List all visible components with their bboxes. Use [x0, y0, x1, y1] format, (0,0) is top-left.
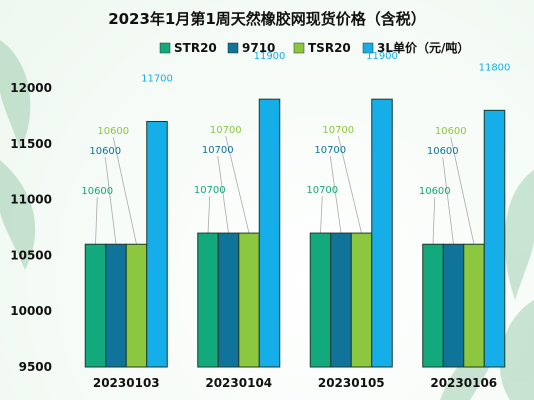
y-tick-label: 11500 [10, 137, 52, 151]
data-label: 10700 [202, 145, 234, 156]
data-label: 10700 [306, 185, 338, 196]
bar-9710 [330, 232, 352, 368]
bar-3l [371, 98, 393, 368]
x-category-label: 20230103 [93, 376, 160, 390]
data-label: 10700 [194, 185, 226, 196]
bar-tsr20 [350, 232, 373, 368]
legend-swatch [293, 42, 305, 54]
leaf-decoration [504, 170, 534, 300]
bar-str20 [422, 243, 444, 368]
data-label: 10600 [97, 126, 129, 137]
leader-line [225, 135, 250, 234]
data-label: 11700 [141, 73, 173, 84]
y-tick-label: 10000 [10, 304, 52, 318]
leaf-decoration [0, 40, 31, 150]
leader-line [432, 197, 436, 245]
leader-line [337, 135, 362, 234]
y-tick-label: 9500 [19, 360, 52, 374]
x-axis: 20230103 20230104 20230105 20230106 [93, 376, 497, 390]
data-label: 10600 [427, 146, 459, 157]
legend-label: STR20 [174, 41, 217, 55]
y-tick-label: 11000 [10, 193, 52, 207]
data-label: 10600 [435, 126, 467, 137]
label-leader-lines [95, 135, 475, 245]
leader-line [320, 196, 323, 234]
legend-swatch [227, 42, 239, 54]
legend-label: 9710 [242, 41, 275, 55]
data-label: 11900 [254, 51, 286, 62]
y-tick-label: 12000 [10, 81, 52, 95]
leader-line [329, 156, 342, 234]
legend: STR20 9710 TSR20 3L单价（元/吨） [159, 40, 469, 55]
data-label: 11900 [366, 51, 398, 62]
bar-3l [483, 109, 506, 368]
legend-swatch [362, 42, 374, 54]
leader-line [217, 156, 229, 234]
legend-label: 3L单价（元/吨） [377, 40, 469, 55]
bar-tsr20 [238, 232, 260, 368]
data-labels: 10600 10600 10600 11700 10700 10700 10700 11900… [81, 51, 510, 197]
chart-title: 2023年1月第1周天然橡胶网现货价格（含税） [108, 10, 426, 28]
data-label: 10600 [89, 146, 121, 157]
bar-9710 [105, 243, 127, 368]
leader-line [95, 197, 98, 245]
legend-label: TSR20 [308, 41, 351, 55]
data-label: 10700 [322, 125, 354, 136]
legend-swatch [159, 42, 171, 54]
bar-str20 [309, 232, 332, 368]
leader-line [450, 137, 475, 245]
x-category-label: 20230106 [430, 376, 497, 390]
data-label: 10700 [210, 125, 242, 136]
data-label: 10600 [81, 186, 113, 197]
bar-str20 [84, 243, 107, 368]
leader-line [207, 196, 211, 234]
leader-line [104, 157, 117, 245]
bars [84, 98, 506, 368]
bar-3l [146, 120, 168, 368]
bar-tsr20 [463, 243, 485, 368]
data-label: 10700 [314, 145, 346, 156]
bar-9710 [217, 232, 240, 368]
leaf-decoration [0, 160, 36, 270]
bar-3l [258, 98, 281, 368]
leaf-decoration [499, 300, 534, 400]
x-category-label: 20230105 [318, 376, 385, 390]
y-axis: 9500 10000 10500 11000 11500 12000 [10, 81, 52, 374]
leader-line [442, 157, 454, 245]
data-label: 10600 [419, 186, 451, 197]
x-category-label: 20230104 [205, 376, 272, 390]
leader-line [112, 137, 137, 245]
y-tick-label: 10500 [10, 248, 52, 262]
bar-9710 [442, 243, 465, 368]
bar-str20 [197, 232, 219, 368]
bar-tsr20 [125, 243, 148, 368]
data-label: 11800 [479, 62, 511, 73]
